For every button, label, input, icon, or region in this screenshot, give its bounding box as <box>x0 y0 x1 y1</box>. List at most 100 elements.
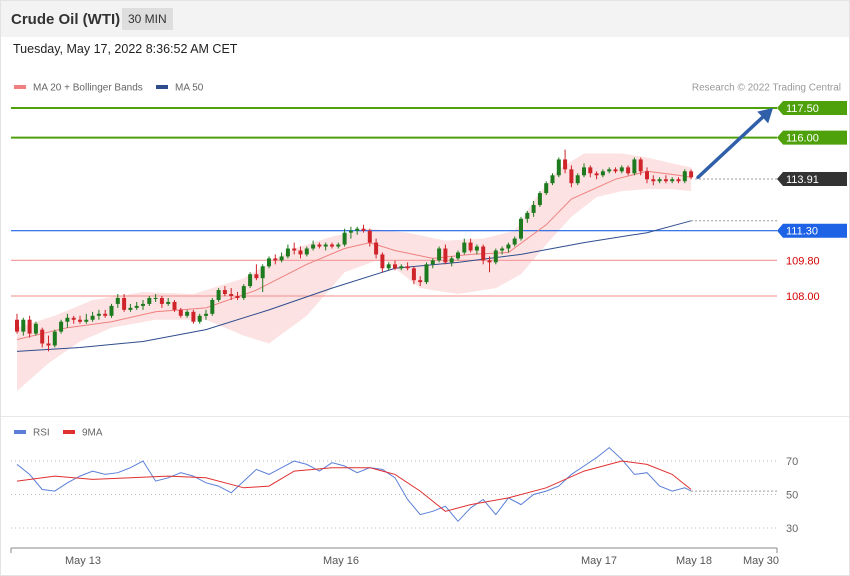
candle-body <box>84 319 89 322</box>
candle-body <box>430 260 435 265</box>
rsi-ma-line <box>16 460 692 512</box>
candle-body <box>342 232 347 245</box>
candle-body <box>115 297 120 304</box>
candle-body <box>311 244 316 249</box>
ma20-line <box>16 170 692 340</box>
candle-body <box>40 329 45 344</box>
candle-body <box>27 319 32 334</box>
candle-body <box>663 179 668 182</box>
candle-body <box>285 248 290 257</box>
candle-body <box>197 315 202 322</box>
chart-level-lines <box>11 107 777 297</box>
candle-body <box>15 319 19 332</box>
candle-body <box>367 230 372 243</box>
candle-body <box>556 159 561 176</box>
candle-body <box>657 179 662 182</box>
candle-body <box>569 169 574 184</box>
current-price-tag <box>777 172 847 187</box>
candle-body <box>21 319 26 332</box>
credit-text: Research © 2022 Trading Central <box>692 83 841 94</box>
candle-body <box>134 305 139 308</box>
candle-body <box>481 246 486 261</box>
candle-body <box>52 331 57 346</box>
candle-body <box>424 264 429 283</box>
candle-body <box>267 258 271 267</box>
x-tick-label: May 13 <box>65 555 101 567</box>
candle-body <box>185 311 190 316</box>
candle-body <box>493 250 498 263</box>
timestamp: Tuesday, May 17, 2022 8:36:52 AM CET <box>13 42 238 56</box>
resistance-tag <box>777 101 847 115</box>
support-label: 108.00 <box>786 291 820 303</box>
rsi-line <box>16 446 692 523</box>
candle-body <box>443 248 448 263</box>
candle-body <box>191 311 196 322</box>
interval-badge[interactable]: 30 MIN <box>122 8 173 30</box>
title-bar: Crude Oil (WTI) 30 MIN <box>1 1 849 37</box>
candle-body <box>487 260 492 263</box>
candle-body <box>399 266 404 269</box>
candle-body <box>159 297 164 304</box>
candle-body <box>33 323 38 334</box>
candle-body <box>355 228 360 231</box>
candle-body <box>178 309 183 316</box>
candle-body <box>210 299 215 314</box>
rsi-tick-label: 50 <box>786 490 798 502</box>
rsi-ma-legend-label: 9MA <box>82 428 103 439</box>
candle-body <box>638 159 643 172</box>
candlesticks <box>15 149 694 352</box>
ma20-legend-label: MA 20 + Bollinger Bands <box>33 83 143 94</box>
candle-body <box>229 294 234 296</box>
x-axis: May 13 May 16 May 17 May 18 May 30 <box>10 547 779 567</box>
candle-body <box>103 313 108 316</box>
moving-averages <box>16 170 692 352</box>
candle-body <box>386 264 391 269</box>
resistance-label: 116.00 <box>786 133 819 145</box>
candle-body <box>59 321 64 332</box>
candle-body <box>273 258 278 261</box>
candle-body <box>525 212 530 219</box>
candle-body <box>122 297 127 310</box>
candle-body <box>248 274 253 287</box>
x-tick-label: May 18 <box>676 555 712 567</box>
price-labels: 117.50 116.00 113.91 111.30 109.80 108.00 <box>777 101 847 303</box>
candle-body <box>254 274 259 279</box>
candle-body <box>632 159 637 174</box>
candle-body <box>506 244 511 249</box>
candle-body <box>393 264 397 269</box>
candle-body <box>216 290 221 300</box>
current-price-label: 113.91 <box>786 174 819 186</box>
candle-body <box>619 167 624 172</box>
ma50-line <box>16 220 692 352</box>
x-tick-label: May 16 <box>323 555 359 567</box>
candle-body <box>512 238 517 245</box>
candle-body <box>361 228 366 231</box>
candle-body <box>222 290 227 295</box>
candle-body <box>449 258 454 263</box>
candle-body <box>147 297 152 304</box>
candle-body <box>544 183 549 194</box>
candle-body <box>531 204 536 213</box>
candle-body <box>96 313 101 316</box>
candle-body <box>437 248 442 261</box>
candle-body <box>298 250 303 255</box>
ma20-legend-swatch <box>14 85 26 89</box>
candle-body <box>456 252 460 259</box>
candle-body <box>46 343 51 346</box>
candle-body <box>600 171 605 176</box>
bollinger-band-area <box>17 153 692 391</box>
candle-body <box>348 230 353 233</box>
x-tick-label: May 17 <box>581 555 617 567</box>
pivot-label: 111.30 <box>786 226 818 238</box>
rsi-legend-label: RSI <box>33 428 50 439</box>
candle-body <box>141 303 145 306</box>
candle-body <box>109 305 114 316</box>
candle-body <box>500 248 505 251</box>
candle-body <box>336 244 341 247</box>
candle-body <box>670 179 675 182</box>
candle-body <box>241 286 246 298</box>
instrument-title: Crude Oil (WTI) <box>11 11 121 28</box>
resistance-label: 117.50 <box>786 103 819 115</box>
